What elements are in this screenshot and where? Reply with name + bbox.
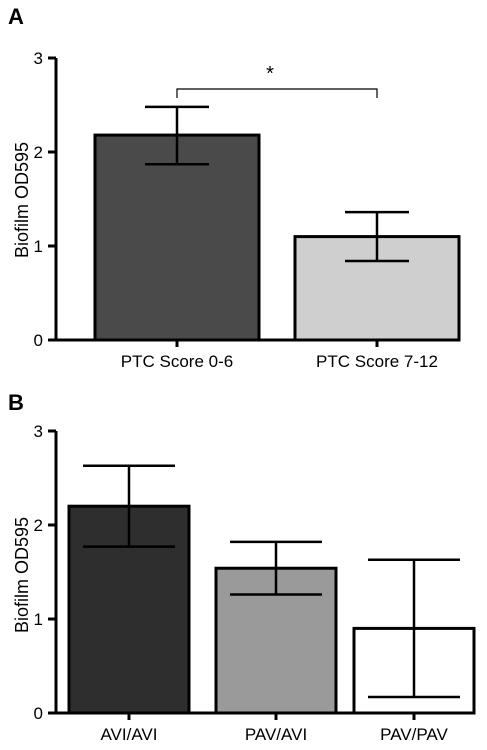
panel-b-category-label: PAV/PAV [380, 725, 448, 744]
panel-a: A Biofilm OD595 0 1 2 3 PTC Score 0-6 PTC Sco… [8, 4, 461, 371]
panel-b-y-tick-label: 3 [34, 422, 43, 441]
panel-a-y-tick-label: 3 [34, 49, 43, 68]
panel-a-significance-bracket [176, 88, 378, 98]
panel-a-y-tick-label: 1 [34, 237, 43, 256]
panel-b-letter: B [8, 390, 24, 415]
panel-a-y-tick-label: 2 [34, 143, 43, 162]
panel-b-y-tick-label: 2 [34, 516, 43, 535]
panel-a-category-label: PTC Score 7-12 [316, 352, 438, 371]
panel-b-category-label: PAV/AVI [245, 725, 307, 744]
panel-a-significance-label: * [266, 63, 274, 85]
panel-b-y-tick-label: 1 [34, 610, 43, 629]
panel-b: B Biofilm OD595 0 1 2 3 AVI/AVI PAV/AVI PAV/PA… [8, 390, 476, 744]
panel-a-y-tick-label: 0 [34, 331, 43, 350]
panel-b-y-tick-label: 0 [34, 704, 43, 723]
panel-a-category-label: PTC Score 0-6 [121, 352, 233, 371]
panel-b-category-label: AVI/AVI [100, 725, 157, 744]
panel-b-y-axis-title: Biofilm OD595 [12, 517, 32, 633]
panel-a-bar [93, 133, 261, 342]
panel-a-letter: A [8, 4, 24, 29]
panel-a-y-axis-title: Biofilm OD595 [12, 142, 32, 258]
